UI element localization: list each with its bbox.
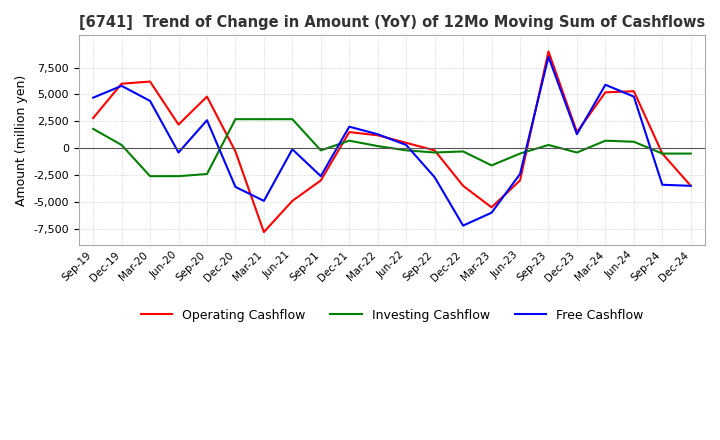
Operating Cashflow <box>686 183 695 188</box>
Operating Cashflow <box>402 140 410 146</box>
Operating Cashflow <box>288 198 297 204</box>
Investing Cashflow <box>317 148 325 153</box>
Investing Cashflow <box>202 171 211 176</box>
Free Cashflow <box>231 184 240 190</box>
Operating Cashflow <box>345 129 354 135</box>
Investing Cashflow <box>117 143 126 148</box>
Free Cashflow <box>174 150 183 155</box>
Free Cashflow <box>317 173 325 179</box>
Free Cashflow <box>601 82 610 88</box>
Operating Cashflow <box>374 133 382 138</box>
Investing Cashflow <box>544 143 553 148</box>
Free Cashflow <box>345 124 354 129</box>
Free Cashflow <box>145 98 154 103</box>
Operating Cashflow <box>260 229 269 235</box>
Line: Operating Cashflow: Operating Cashflow <box>93 51 690 232</box>
Free Cashflow <box>260 198 269 204</box>
Free Cashflow <box>288 147 297 152</box>
Investing Cashflow <box>572 150 581 155</box>
Investing Cashflow <box>629 139 638 144</box>
Investing Cashflow <box>89 126 97 132</box>
Investing Cashflow <box>487 163 496 168</box>
Operating Cashflow <box>658 151 667 156</box>
Investing Cashflow <box>260 117 269 122</box>
Operating Cashflow <box>145 79 154 84</box>
Investing Cashflow <box>431 150 439 155</box>
Free Cashflow <box>686 183 695 188</box>
Legend: Operating Cashflow, Investing Cashflow, Free Cashflow: Operating Cashflow, Investing Cashflow, … <box>135 304 648 327</box>
Free Cashflow <box>89 95 97 100</box>
Operating Cashflow <box>89 115 97 121</box>
Operating Cashflow <box>487 205 496 210</box>
Operating Cashflow <box>317 178 325 183</box>
Free Cashflow <box>202 117 211 123</box>
Free Cashflow <box>572 132 581 137</box>
Line: Investing Cashflow: Investing Cashflow <box>93 119 690 176</box>
Free Cashflow <box>117 83 126 88</box>
Y-axis label: Amount (million yen): Amount (million yen) <box>15 74 28 206</box>
Operating Cashflow <box>629 88 638 94</box>
Operating Cashflow <box>601 90 610 95</box>
Investing Cashflow <box>345 138 354 143</box>
Free Cashflow <box>487 210 496 215</box>
Investing Cashflow <box>374 143 382 149</box>
Operating Cashflow <box>516 178 524 183</box>
Operating Cashflow <box>202 94 211 99</box>
Investing Cashflow <box>174 173 183 179</box>
Operating Cashflow <box>117 81 126 86</box>
Investing Cashflow <box>459 149 467 154</box>
Operating Cashflow <box>572 129 581 135</box>
Investing Cashflow <box>658 151 667 156</box>
Free Cashflow <box>374 132 382 137</box>
Operating Cashflow <box>174 122 183 127</box>
Investing Cashflow <box>686 151 695 156</box>
Investing Cashflow <box>145 173 154 179</box>
Operating Cashflow <box>431 148 439 153</box>
Line: Free Cashflow: Free Cashflow <box>93 57 690 226</box>
Free Cashflow <box>544 54 553 59</box>
Operating Cashflow <box>231 149 240 154</box>
Investing Cashflow <box>288 117 297 122</box>
Title: [6741]  Trend of Change in Amount (YoY) of 12Mo Moving Sum of Cashflows: [6741] Trend of Change in Amount (YoY) o… <box>78 15 705 30</box>
Free Cashflow <box>431 175 439 180</box>
Free Cashflow <box>516 171 524 176</box>
Free Cashflow <box>629 94 638 99</box>
Investing Cashflow <box>601 138 610 143</box>
Free Cashflow <box>402 143 410 148</box>
Investing Cashflow <box>402 148 410 153</box>
Operating Cashflow <box>459 183 467 188</box>
Investing Cashflow <box>231 117 240 122</box>
Operating Cashflow <box>544 49 553 54</box>
Free Cashflow <box>658 182 667 187</box>
Investing Cashflow <box>516 151 524 156</box>
Free Cashflow <box>459 223 467 228</box>
